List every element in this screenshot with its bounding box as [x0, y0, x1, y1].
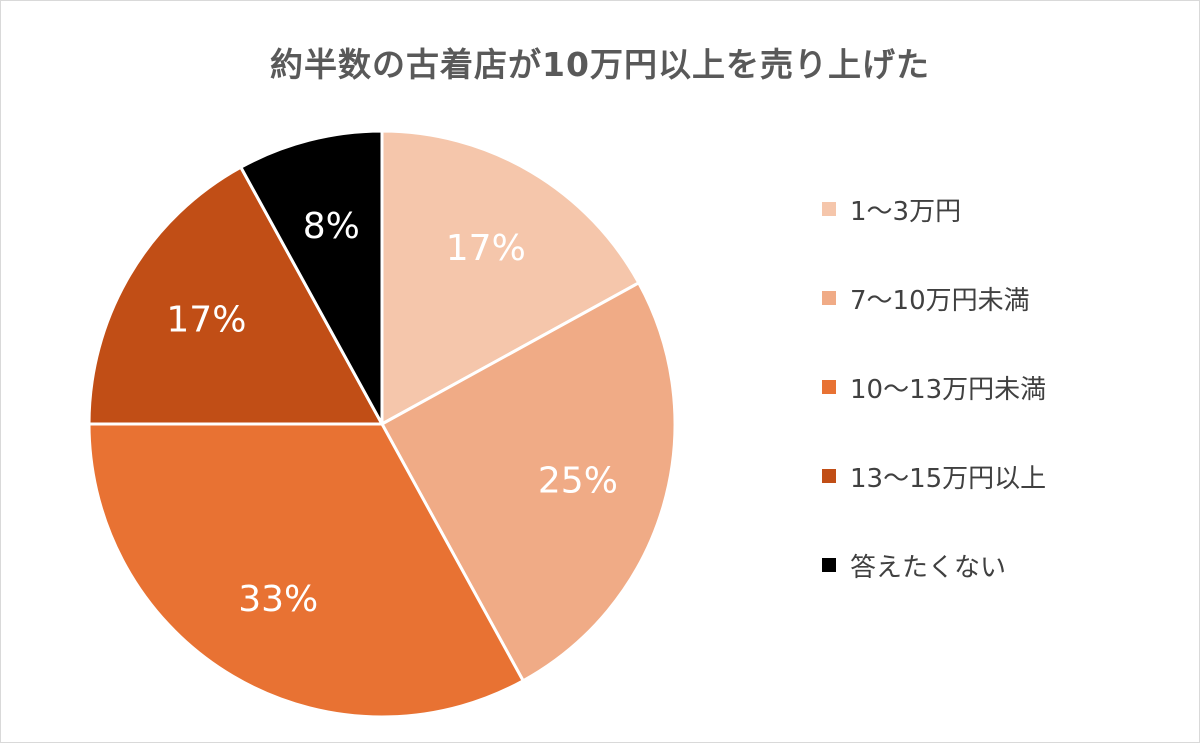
legend: 1〜3万円 7〜10万円未満 10〜13万円未満 13〜15万円以上 答えたくな…: [822, 186, 1046, 631]
pie-slice: [380, 129, 641, 426]
legend-label: 1〜3万円: [850, 196, 962, 227]
legend-swatch: [822, 291, 836, 305]
pie-slice: [87, 165, 384, 426]
legend-label: 13〜15万円以上: [850, 463, 1047, 494]
legend-item: 答えたくない: [822, 542, 1046, 588]
legend-swatch: [822, 202, 836, 216]
legend-label: 10〜13万円未満: [850, 374, 1047, 405]
slice-value-label: 17%: [446, 228, 526, 269]
pie-slices: [87, 129, 677, 719]
legend-swatch: [822, 558, 836, 572]
legend-item: 7〜10万円未満: [822, 275, 1046, 321]
chart-title: 約半数の古着店が10万円以上を売り上げた: [270, 45, 930, 84]
legend-item: 10〜13万円未満: [822, 364, 1046, 410]
legend-item: 13〜15万円以上: [822, 453, 1046, 499]
slice-value-label: 25%: [538, 460, 618, 501]
legend-label: 7〜10万円未満: [850, 285, 1030, 316]
slice-value-label: 33%: [238, 579, 318, 620]
pie-labels: 17% 25% 33% 17% 8%: [166, 206, 618, 620]
pie-slice: [87, 422, 525, 719]
pie-slice: [239, 129, 384, 426]
slice-value-label: 17%: [166, 300, 246, 341]
pie-slice: [380, 281, 677, 683]
slice-value-label: 8%: [303, 206, 360, 247]
legend-swatch: [822, 380, 836, 394]
legend-item: 1〜3万円: [822, 186, 1046, 232]
legend-swatch: [822, 469, 836, 483]
legend-label: 答えたくない: [850, 552, 1007, 583]
